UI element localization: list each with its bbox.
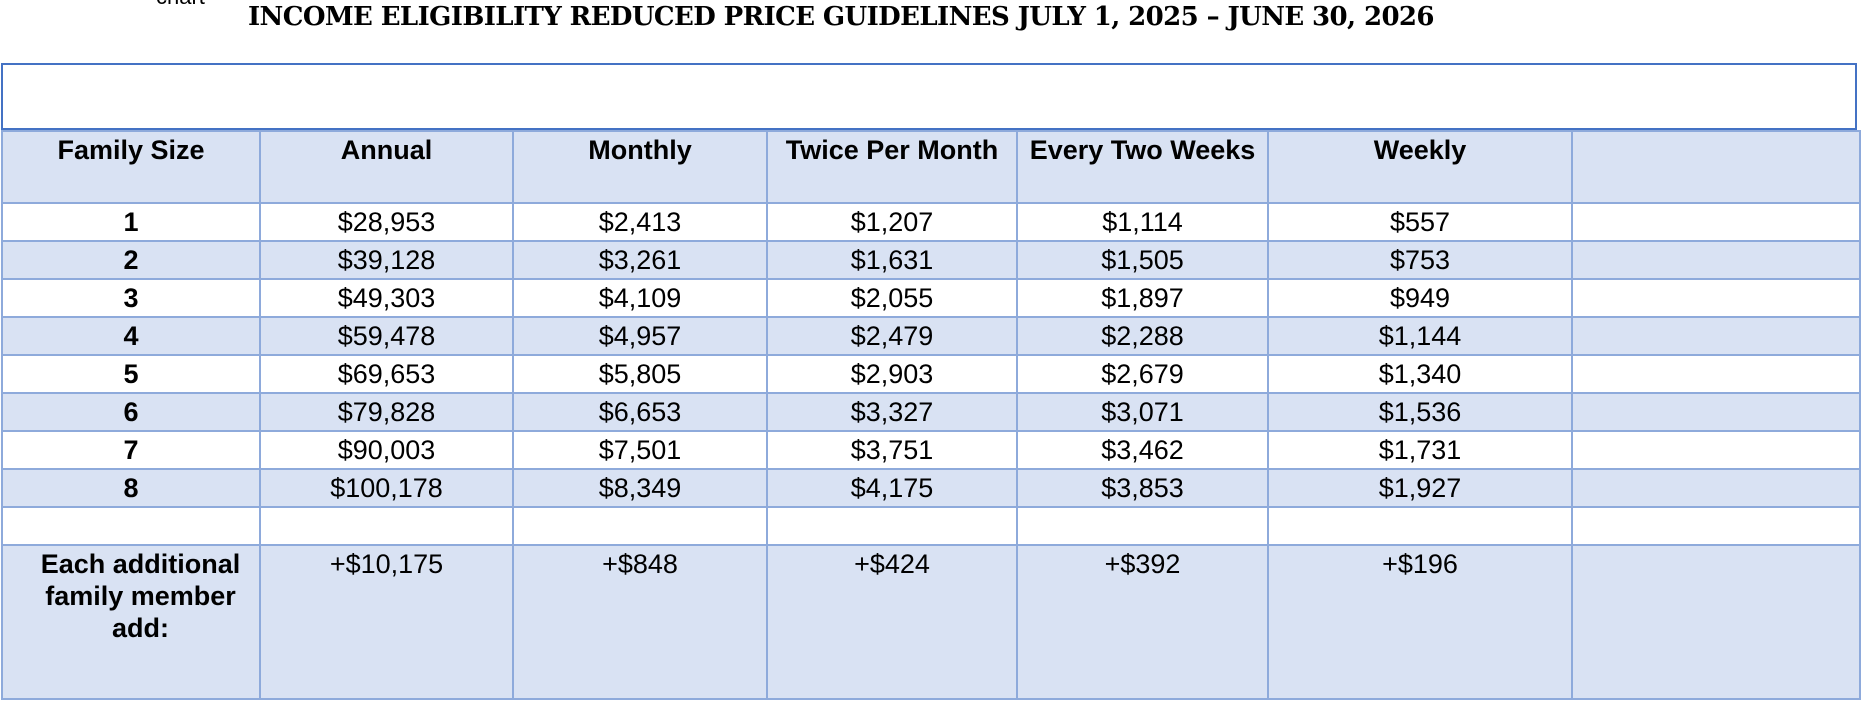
- monthly-cell: $5,805: [512, 354, 768, 394]
- table-row: 2 $39,128 $3,261 $1,631 $1,505 $753: [1, 240, 1861, 280]
- twice-per-month-cell: $3,327: [766, 392, 1018, 432]
- page-title: INCOME ELIGIBILITY REDUCED PRICE GUIDELI…: [248, 2, 1435, 32]
- table-row: 7 $90,003 $7,501 $3,751 $3,462 $1,731: [1, 430, 1861, 470]
- monthly-cell: $7,501: [512, 430, 768, 470]
- income-guidelines-table: Family Size Annual Monthly Twice Per Mon…: [1, 130, 1861, 700]
- table-row: 1 $28,953 $2,413 $1,207 $1,114 $557: [1, 202, 1861, 242]
- every-two-weeks-cell: $1,897: [1016, 278, 1269, 318]
- weekly-cell: $1,927: [1267, 468, 1573, 508]
- monthly-cell: $8,349: [512, 468, 768, 508]
- column-header-weekly: Weekly: [1267, 130, 1573, 204]
- annual-cell: $69,653: [259, 354, 514, 394]
- monthly-cell: $4,109: [512, 278, 768, 318]
- column-header-annual: Annual: [259, 130, 514, 204]
- twice-per-month-cell: $2,055: [766, 278, 1018, 318]
- every-two-weeks-cell: $1,505: [1016, 240, 1269, 280]
- every-two-weeks-cell: $3,071: [1016, 392, 1269, 432]
- empty-cell: [1267, 506, 1573, 546]
- table-row: 8 $100,178 $8,349 $4,175 $3,853 $1,927: [1, 468, 1861, 508]
- weekly-cell: $557: [1267, 202, 1573, 242]
- family-size-cell: 3: [1, 278, 261, 318]
- empty-cell: [1571, 430, 1861, 470]
- twice-per-month-cell: $3,751: [766, 430, 1018, 470]
- table-row: 4 $59,478 $4,957 $2,479 $2,288 $1,144: [1, 316, 1861, 356]
- empty-cell: [1, 506, 261, 546]
- family-size-cell: 1: [1, 202, 261, 242]
- empty-cell: [1571, 354, 1861, 394]
- monthly-cell: $6,653: [512, 392, 768, 432]
- empty-cell: [259, 506, 514, 546]
- weekly-additional-cell: +$196: [1267, 544, 1573, 700]
- annual-cell: $79,828: [259, 392, 514, 432]
- family-size-cell: 5: [1, 354, 261, 394]
- weekly-cell: $1,731: [1267, 430, 1573, 470]
- clipped-heading-text: chart: [156, 0, 205, 8]
- twice-per-month-cell: $2,479: [766, 316, 1018, 356]
- monthly-additional-cell: +$848: [512, 544, 768, 700]
- annual-additional-cell: +$10,175: [259, 544, 514, 700]
- annual-cell: $59,478: [259, 316, 514, 356]
- table-header-row: Family Size Annual Monthly Twice Per Mon…: [1, 130, 1861, 204]
- every-two-weeks-cell: $3,853: [1016, 468, 1269, 508]
- family-size-cell: 4: [1, 316, 261, 356]
- monthly-cell: $2,413: [512, 202, 768, 242]
- column-header-every-two-weeks: Every Two Weeks: [1016, 130, 1269, 204]
- table-row: 6 $79,828 $6,653 $3,327 $3,071 $1,536: [1, 392, 1861, 432]
- monthly-cell: $3,261: [512, 240, 768, 280]
- spacer-row: [1, 506, 1861, 546]
- empty-cell: [1571, 240, 1861, 280]
- family-size-cell: 6: [1, 392, 261, 432]
- blank-header-cell: [1, 63, 1857, 130]
- twice-per-month-cell: $2,903: [766, 354, 1018, 394]
- weekly-cell: $1,536: [1267, 392, 1573, 432]
- every-two-weeks-cell: $2,288: [1016, 316, 1269, 356]
- column-header-empty: [1571, 130, 1861, 204]
- empty-cell: [1571, 392, 1861, 432]
- empty-cell: [1571, 316, 1861, 356]
- every-two-weeks-cell: $1,114: [1016, 202, 1269, 242]
- every-two-weeks-cell: $2,679: [1016, 354, 1269, 394]
- annual-cell: $28,953: [259, 202, 514, 242]
- empty-cell: [1016, 506, 1269, 546]
- empty-cell: [1571, 544, 1861, 700]
- additional-member-row: Each additional family member add: +$10,…: [1, 544, 1861, 700]
- table-row: 5 $69,653 $5,805 $2,903 $2,679 $1,340: [1, 354, 1861, 394]
- empty-cell: [1571, 202, 1861, 242]
- empty-cell: [1571, 506, 1861, 546]
- annual-cell: $90,003: [259, 430, 514, 470]
- family-size-cell: 8: [1, 468, 261, 508]
- annual-cell: $100,178: [259, 468, 514, 508]
- column-header-family-size: Family Size: [1, 130, 261, 204]
- family-size-cell: 7: [1, 430, 261, 470]
- twice-per-month-cell: $1,631: [766, 240, 1018, 280]
- weekly-cell: $1,144: [1267, 316, 1573, 356]
- family-size-cell: 2: [1, 240, 261, 280]
- column-header-monthly: Monthly: [512, 130, 768, 204]
- empty-cell: [1571, 278, 1861, 318]
- column-header-twice-per-month: Twice Per Month: [766, 130, 1018, 204]
- additional-member-label: Each additional family member add:: [1, 544, 261, 700]
- monthly-cell: $4,957: [512, 316, 768, 356]
- every-two-weeks-cell: $3,462: [1016, 430, 1269, 470]
- empty-cell: [1571, 468, 1861, 508]
- empty-cell: [766, 506, 1018, 546]
- table-row: 3 $49,303 $4,109 $2,055 $1,897 $949: [1, 278, 1861, 318]
- annual-cell: $49,303: [259, 278, 514, 318]
- twice-per-month-additional-cell: +$424: [766, 544, 1018, 700]
- every-two-weeks-additional-cell: +$392: [1016, 544, 1269, 700]
- annual-cell: $39,128: [259, 240, 514, 280]
- twice-per-month-cell: $4,175: [766, 468, 1018, 508]
- weekly-cell: $753: [1267, 240, 1573, 280]
- empty-cell: [512, 506, 768, 546]
- weekly-cell: $1,340: [1267, 354, 1573, 394]
- twice-per-month-cell: $1,207: [766, 202, 1018, 242]
- weekly-cell: $949: [1267, 278, 1573, 318]
